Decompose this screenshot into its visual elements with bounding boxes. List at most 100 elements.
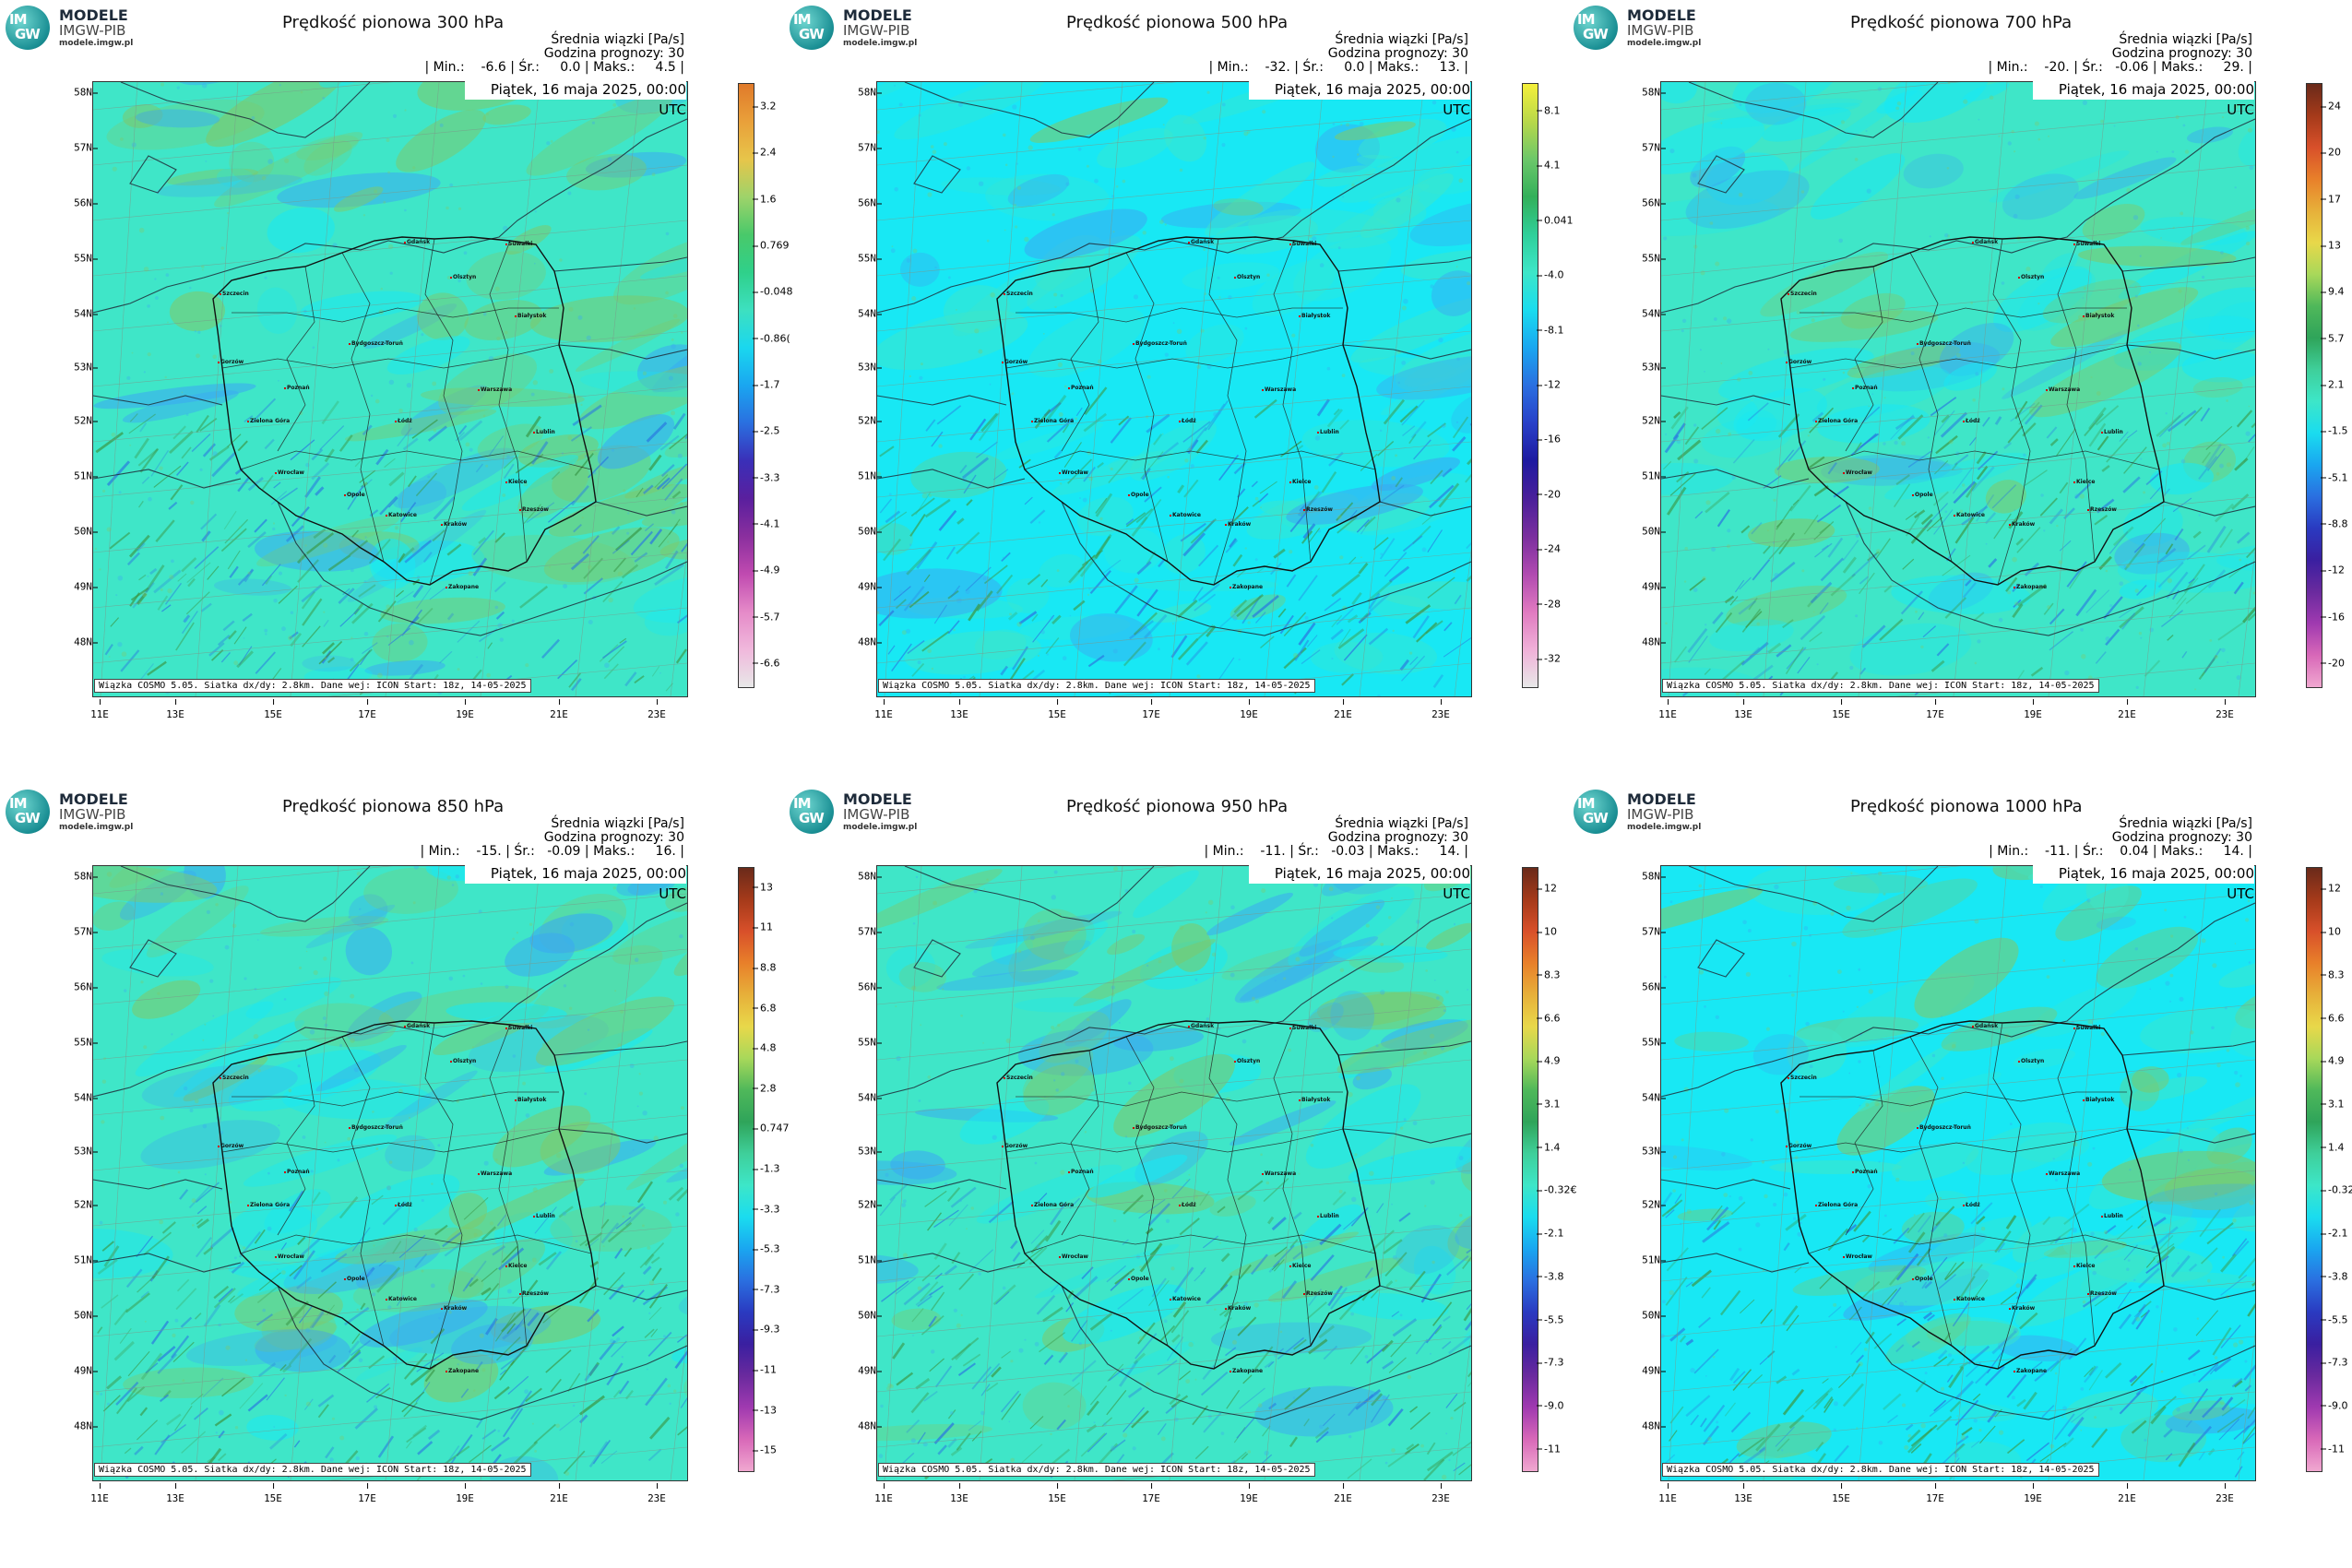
city-label: Wrocław: [1843, 1253, 1872, 1260]
lat-tick-label: 50N: [1623, 526, 1666, 538]
city-label: Wrocław: [1059, 469, 1088, 476]
imgw-logo: IM GW MODELE IMGW-PIB modele.imgw.pl: [6, 6, 144, 52]
colorbar-tick-label: -1.7: [752, 378, 780, 391]
city-label: Gdańsk: [1187, 239, 1215, 245]
colorbar-tick-label: -0.32€: [2320, 1184, 2352, 1196]
field-stats: | Min.: -20. | Śr.: -0.06 | Maks.: 29. |: [1988, 60, 2252, 75]
forecast-panel: IM GW MODELE IMGW-PIB modele.imgw.pl Prędkość…: [1568, 0, 2352, 784]
city-label: Białystok: [1298, 1097, 1331, 1103]
city-label: Rzeszów: [2087, 506, 2117, 513]
city-label: Poznań: [284, 1169, 310, 1175]
logo-mark-top: IM: [1577, 11, 1595, 28]
lat-tick-label: 54N: [1623, 308, 1666, 320]
city-label: Białystok: [514, 313, 547, 319]
city-label: Warszawa: [477, 386, 513, 393]
panel-title: Prędkość pionowa 300 hPa: [282, 13, 505, 32]
lat-tick-label: 55N: [839, 1037, 882, 1049]
city-label: Olsztyn: [2017, 274, 2045, 280]
vertical-velocity-map: Gdańsk Olsztyn Suwałki Szczecin Białystok Byd…: [1660, 81, 2256, 697]
colorbar-tick-label: -13: [753, 1404, 777, 1417]
colorbar-tick-label: -9.3: [752, 1323, 780, 1336]
city-label: Suwałki: [1289, 241, 1317, 247]
lat-tick-label: 53N: [1623, 362, 1666, 374]
lat-tick-label: 52N: [55, 415, 98, 427]
lat-tick-label: 48N: [55, 1420, 98, 1432]
colorbar: [2306, 867, 2322, 1472]
city-label: Olsztyn: [1233, 274, 1261, 280]
city-label: Suwałki: [505, 1025, 533, 1031]
city-label: Gdańsk: [403, 239, 431, 245]
brand-url: modele.imgw.pl: [843, 823, 918, 832]
lon-tick-label: 21E: [1334, 699, 1352, 720]
logo-mark-top: IM: [1577, 795, 1595, 812]
lat-tick-label: 49N: [1623, 581, 1666, 593]
city-label: Opole: [1128, 492, 1149, 498]
colorbar-tick-label: -6.6: [752, 657, 780, 670]
lon-tick-label: 17E: [1926, 699, 1944, 720]
imgw-logo: IM GW MODELE IMGW-PIB modele.imgw.pl: [1574, 790, 1712, 836]
lat-tick-label: 51N: [55, 470, 98, 482]
colorbar-tick-label: -12: [2321, 564, 2345, 576]
city-label: Kraków: [440, 521, 468, 528]
colorbar-tick-label: -1.3: [752, 1162, 780, 1175]
colorbar-tick-label: 10: [1537, 925, 1557, 938]
forecast-hour: Godzina prognozy: 30: [543, 830, 684, 845]
vertical-velocity-map: Gdańsk Olsztyn Suwałki Szczecin Białystok Byd…: [92, 81, 688, 697]
city-label: Zakopane: [445, 584, 480, 590]
field-subtitle: Średnia wiązki [Pa/s]: [1335, 816, 1468, 831]
city-label: Katowice: [1954, 512, 1985, 518]
lon-tick-label: 11E: [1658, 1483, 1677, 1504]
lat-tick-label: 54N: [839, 1092, 882, 1104]
brand-url: modele.imgw.pl: [1627, 39, 1702, 48]
city-label: Lublin: [2101, 1213, 2123, 1219]
panel-meta: Średnia wiązki [Pa/s] Godzina prognozy: 3…: [1989, 817, 2252, 859]
colorbar-tick-label: 9.4: [2321, 285, 2345, 298]
lat-tick-label: 50N: [839, 526, 882, 538]
lat-tick-label: 57N: [1623, 142, 1666, 154]
field-stats: | Min.: -15. | Śr.: -0.09 | Maks.: 16. |: [420, 844, 684, 859]
colorbar: [1522, 867, 1538, 1472]
model-source: Wiązka COSMO 5.05. Siatka dx/dy: 2.8km. …: [1662, 1463, 2099, 1477]
lat-tick-label: 50N: [1623, 1310, 1666, 1322]
city-label: Rzeszów: [519, 1290, 549, 1297]
colorbar-tick-label: 0.769: [753, 239, 790, 252]
lat-tick-label: 54N: [839, 308, 882, 320]
city-label: Katowice: [386, 1296, 417, 1302]
city-label: Rzeszów: [519, 506, 549, 513]
city-label: Kielce: [1289, 1263, 1312, 1269]
map-field-svg: [93, 866, 687, 1480]
lon-tick-label: 15E: [1832, 1483, 1850, 1504]
colorbar-tick-label: 3.1: [2321, 1098, 2345, 1111]
colorbar: [2306, 83, 2322, 688]
city-label: Kraków: [2008, 521, 2036, 528]
city-label: Opole: [344, 492, 365, 498]
field-stats: | Min.: -11. | Śr.: -0.03 | Maks.: 14. |: [1204, 844, 1468, 859]
panel-meta: Średnia wiązki [Pa/s] Godzina prognozy: 3…: [1209, 33, 1468, 75]
lat-tick-label: 54N: [55, 308, 98, 320]
lon-tick-label: 11E: [874, 1483, 893, 1504]
lon-tick-label: 17E: [1142, 699, 1160, 720]
forecast-panel: IM GW MODELE IMGW-PIB modele.imgw.pl Prędkość…: [0, 784, 790, 1568]
model-source: Wiązka COSMO 5.05. Siatka dx/dy: 2.8km. …: [94, 679, 531, 693]
colorbar-tick-label: -2.1: [2320, 1227, 2348, 1240]
city-label: Zakopane: [1229, 584, 1264, 590]
forecast-hour: Godzina prognozy: 30: [1327, 46, 1468, 61]
city-label: Wrocław: [1843, 469, 1872, 476]
lat-tick-label: 58N: [55, 87, 98, 99]
colorbar-tick-label: -15: [753, 1443, 777, 1456]
city-label: Gorzów: [217, 359, 244, 365]
valid-date: Piątek, 16 maja 2025, 00:00 UTC: [2033, 863, 2254, 902]
logo-mark-bottom: GW: [1583, 810, 1609, 826]
colorbar-tick-label: -5.3: [752, 1242, 780, 1255]
city-label: Warszawa: [477, 1170, 513, 1177]
logo-text: MODELE IMGW-PIB modele.imgw.pl: [59, 7, 133, 49]
colorbar-tick-label: -3.3: [752, 1203, 780, 1216]
lat-tick-label: 48N: [1623, 1420, 1666, 1432]
map-field-svg: [93, 82, 687, 696]
colorbar-tick-label: -4.1: [752, 517, 780, 530]
colorbar-tick-label: 1.6: [753, 193, 777, 206]
lat-tick-label: 49N: [55, 1365, 98, 1377]
city-label: Szczecin: [1004, 1075, 1033, 1081]
valid-date: Piątek, 16 maja 2025, 00:00 UTC: [1249, 79, 1470, 118]
colorbar-tick-label: 6.6: [1537, 1012, 1561, 1024]
